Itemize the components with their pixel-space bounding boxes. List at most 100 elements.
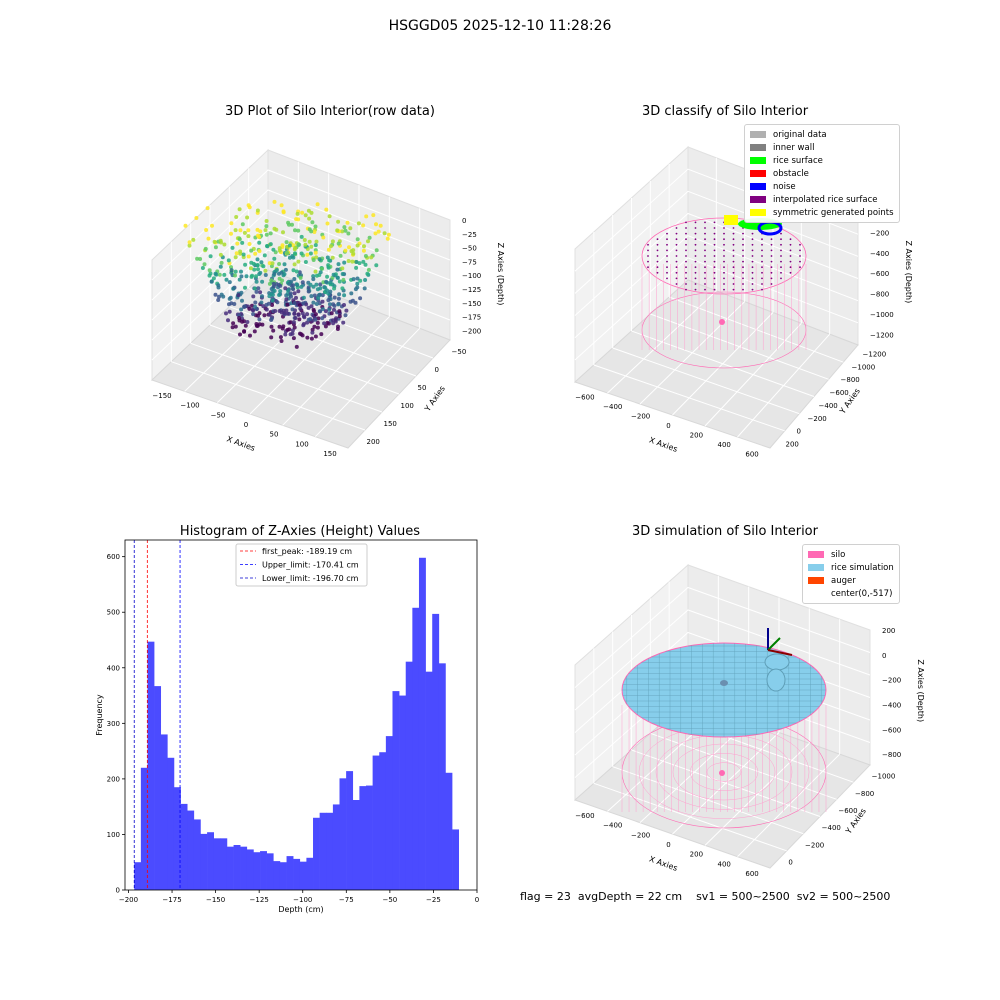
raw-point (342, 260, 347, 265)
raw-point (251, 312, 256, 317)
raw-point (272, 256, 277, 261)
raw-point (258, 270, 263, 275)
raw-point (355, 276, 360, 281)
classify-surface-point (675, 266, 678, 269)
histogram-bar (260, 851, 267, 890)
histogram-y-axis-label: Frequency (95, 694, 104, 736)
raw-point (236, 293, 241, 298)
raw-point (247, 242, 252, 246)
raw-point (254, 289, 259, 294)
classify-surface-point (742, 277, 744, 280)
raw-point (194, 216, 199, 220)
raw-point (344, 308, 349, 313)
simulation-legend-swatch (808, 551, 824, 558)
histogram-bar (266, 853, 274, 890)
classify-surface-point (742, 266, 744, 269)
raw-point (314, 273, 319, 278)
classify-z-tick-label: −600 (870, 270, 889, 278)
raw-point (318, 282, 323, 287)
classify-surface-point (675, 249, 678, 252)
classify-surface-point (780, 271, 782, 274)
raw-point (253, 251, 258, 256)
classify-surface-point (685, 271, 687, 274)
raw-x-tick-label: 50 (270, 431, 279, 439)
classify-surface-point (761, 238, 763, 241)
raw-point (229, 231, 233, 236)
classify-surface-point (761, 271, 763, 274)
classify-surface-point (713, 255, 716, 257)
raw-point (207, 268, 212, 273)
raw-point (290, 222, 294, 227)
histogram-bar (273, 861, 281, 890)
simulation-y-tick-label: −200 (805, 841, 824, 849)
raw-point (331, 318, 335, 323)
raw-y-tick-label: 100 (401, 402, 414, 410)
classify-surface-point (704, 238, 706, 241)
raw-point (239, 307, 244, 312)
raw-z-tick-label: −75 (462, 258, 477, 266)
classify-surface-point (742, 238, 744, 241)
raw-point (241, 252, 246, 257)
classify-surface-point (761, 288, 763, 291)
raw-point (287, 281, 292, 286)
histogram-bar (326, 812, 334, 890)
raw-point (183, 223, 188, 228)
raw-point (308, 317, 313, 322)
classify-surface-point (751, 243, 754, 246)
raw-point (292, 247, 297, 252)
raw-point (288, 291, 293, 296)
classify-surface-point (742, 288, 744, 291)
classify-surface-point (723, 249, 725, 252)
raw-point (242, 304, 247, 309)
classify-surface-point (761, 260, 763, 263)
classify-surface-point (713, 227, 716, 229)
raw-point (264, 232, 269, 237)
raw-point (340, 286, 345, 291)
raw-point (374, 263, 379, 268)
histogram-bar (412, 607, 420, 890)
raw-point (337, 309, 342, 314)
raw-point (228, 295, 233, 300)
raw-point (346, 231, 351, 236)
histogram-bar (200, 833, 208, 890)
raw-point (249, 248, 254, 253)
raw-z-tick-label: −25 (462, 231, 477, 239)
classify-surface-point (647, 260, 649, 263)
raw-point (230, 245, 235, 250)
raw-point (260, 294, 264, 299)
raw-floor-grid (314, 327, 421, 438)
raw-point (285, 302, 290, 307)
raw-point (371, 213, 376, 218)
classify-legend-label: noise (773, 181, 796, 192)
raw-point-cloud (183, 199, 391, 349)
raw-point (324, 207, 329, 212)
histogram-bar (193, 819, 201, 890)
sv1-text: sv1 = 500~2500 (696, 890, 790, 903)
raw-point (278, 289, 283, 294)
raw-point (293, 316, 298, 320)
raw-point (336, 262, 341, 267)
histogram-x-tick-label: −200 (119, 896, 138, 904)
raw-point (272, 272, 277, 276)
classify-surface-point (789, 238, 792, 241)
raw-point (315, 325, 320, 330)
raw-point (335, 267, 340, 272)
histogram-bar (392, 691, 400, 890)
avg-depth-text: avgDepth = 22 cm (577, 890, 683, 903)
raw-point (340, 229, 345, 234)
classify-legend-label: obstacle (773, 168, 809, 179)
classify-surface-point (751, 260, 754, 263)
classify-surface-point (713, 232, 716, 235)
classify-surface-point (723, 227, 725, 229)
classify-surface-point (770, 266, 773, 269)
raw-point (261, 264, 266, 269)
raw-point (281, 210, 286, 215)
raw-point (233, 228, 238, 233)
histogram-x-tick-label: −125 (250, 896, 269, 904)
classify-legend-label: inner wall (773, 142, 815, 153)
raw-point (271, 247, 276, 252)
classify-surface-point (704, 221, 706, 224)
raw-point (323, 324, 328, 329)
classify-surface-point (694, 288, 697, 291)
raw-point (313, 312, 318, 317)
